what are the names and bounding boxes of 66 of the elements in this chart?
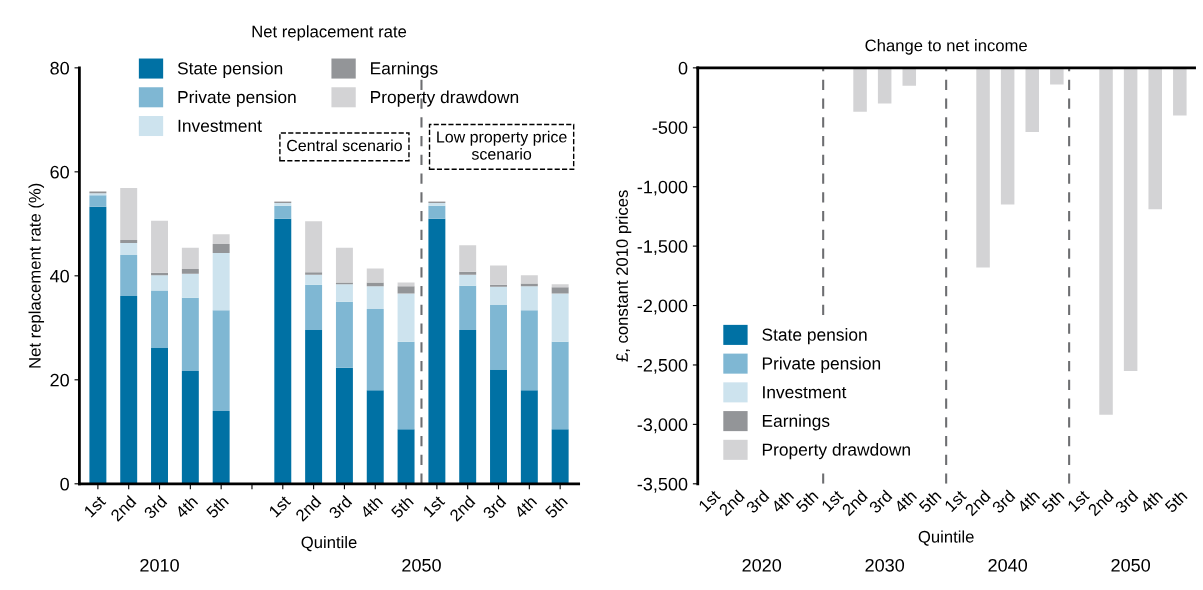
- x-axis-title: Quintile: [301, 535, 357, 552]
- x-tick-label: 5th: [1040, 489, 1065, 514]
- x-tick-label: 3rd: [745, 489, 770, 514]
- x-tick-label: 3rd: [991, 489, 1016, 514]
- x-tick-label: 5th: [794, 489, 819, 514]
- y-axis-title: £, constant 2010 prices: [615, 190, 632, 362]
- x-tick-label: 3rd: [481, 494, 507, 520]
- y-tick-label: -3,000: [637, 418, 688, 434]
- y-tick-label: 80: [50, 61, 69, 75]
- y-tick-label: -2,500: [637, 358, 688, 374]
- legend-label: Private pension: [762, 356, 881, 374]
- x-tick-label: 4th: [770, 489, 795, 514]
- x-tick-label: 5th: [544, 494, 569, 519]
- x-tick-label: 1st: [944, 489, 968, 513]
- text: 2040: [988, 558, 1028, 572]
- y-tick-label: -2,000: [637, 299, 688, 315]
- legend-label: Earnings: [371, 61, 438, 78]
- x-tick-label: 3rd: [142, 494, 168, 520]
- legend-label: Property drawdown: [762, 443, 910, 460]
- y-tick-label: -1,000: [637, 180, 688, 196]
- legend-label: Investment: [763, 386, 847, 399]
- x-tick-label: 1st: [268, 494, 292, 518]
- y-tick-label: -500: [652, 121, 688, 134]
- legend-label: Investment: [178, 119, 262, 132]
- x-tick-label: 1st: [83, 494, 107, 518]
- x-tick-label: 1st: [1067, 489, 1091, 513]
- x-tick-label: 3rd: [327, 494, 353, 520]
- y-tick-label: -1,500: [637, 240, 688, 255]
- legend-label: State pension: [762, 328, 867, 345]
- x-tick-label: 4th: [1139, 489, 1164, 514]
- legend-label: Earnings: [762, 414, 830, 431]
- x-tick-label: 4th: [1016, 489, 1041, 514]
- text: 2020: [742, 558, 782, 572]
- x-tick-label: 5th: [205, 494, 230, 519]
- chart-title: Change to net income: [865, 39, 1027, 55]
- y-tick-label: 20: [50, 373, 69, 387]
- chart-title: Net replacement rate: [252, 25, 407, 41]
- y-axis-title: Net replacement rate (%): [28, 183, 45, 368]
- y-tick-label: 0: [60, 477, 69, 491]
- x-tick-label: 2nd: [448, 494, 476, 522]
- x-tick-label: 4th: [893, 489, 918, 514]
- text: 2050: [402, 558, 441, 572]
- text: 2050: [1111, 558, 1151, 572]
- text: 2030: [865, 558, 905, 572]
- annotation: Low property price scenario: [437, 130, 567, 160]
- x-tick-label: 4th: [513, 494, 538, 519]
- x-tick-label: 5th: [390, 494, 414, 519]
- annotation: Central scenario: [287, 139, 402, 152]
- x-tick-label: 3rd: [1114, 489, 1139, 514]
- x-tick-label: 4th: [359, 494, 384, 519]
- legend-label: Property drawdown: [371, 90, 519, 107]
- x-tick-label: 1st: [422, 494, 446, 518]
- y-tick-label: 40: [50, 269, 69, 283]
- legend-label: Private pension: [178, 90, 296, 107]
- x-tick-label: 4th: [174, 494, 199, 519]
- x-tick-label: 2nd: [109, 494, 137, 522]
- y-tick-label: 60: [50, 165, 69, 179]
- y-tick-label: 0: [678, 61, 688, 75]
- y-tick-label: -3,500: [637, 477, 688, 493]
- x-tick-label: 5th: [1163, 489, 1188, 514]
- x-axis-title: Quintile: [918, 530, 974, 546]
- legend-label: State pension: [177, 61, 283, 78]
- x-tick-label: 5th: [917, 489, 942, 514]
- x-tick-label: 2nd: [294, 494, 322, 522]
- text: 2010: [140, 558, 179, 572]
- x-tick-label: 3rd: [868, 489, 893, 514]
